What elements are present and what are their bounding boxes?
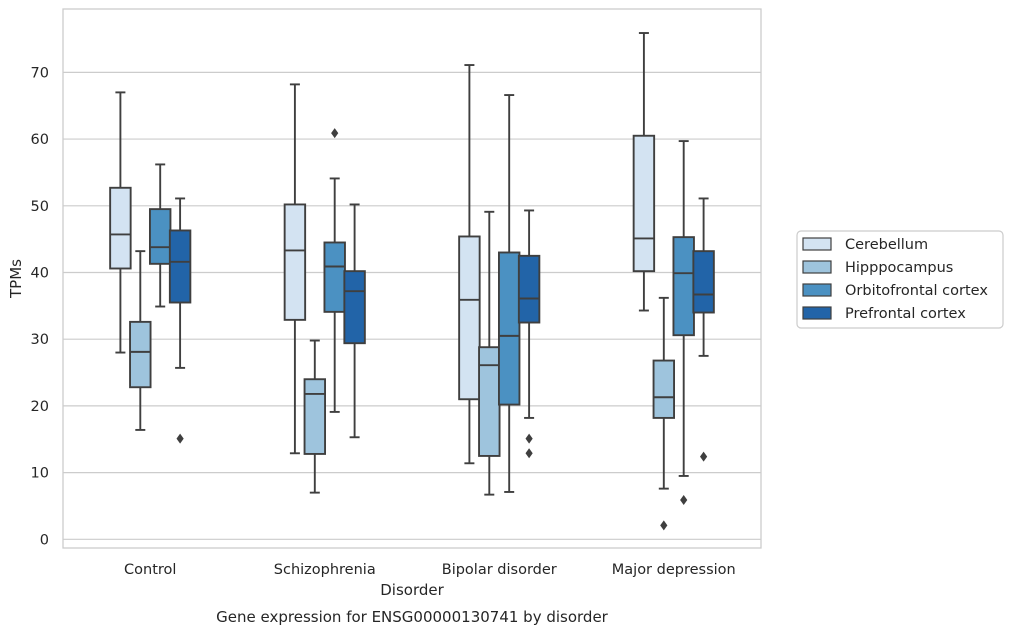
- legend-label: Orbitofrontal cortex: [845, 283, 988, 299]
- box-iqr: [517, 254, 541, 324]
- box-iqr: [129, 320, 152, 389]
- box-orbitofrontal-cortex: [672, 140, 695, 505]
- box-hipppocampus: [129, 250, 152, 431]
- legend-label: Prefrontal cortex: [845, 306, 966, 322]
- x-tick-labels: Control Schizophrenia Bipolar disorder Majo…: [124, 562, 736, 578]
- box-orbitofrontal-cortex: [148, 163, 172, 308]
- chart-caption: Gene expression for ENSG00000130741 by d…: [216, 608, 609, 626]
- box-cerebellum: [283, 83, 307, 455]
- legend: Cerebellum Hipppocampus Orbitofrontal cort…: [796, 230, 1004, 329]
- y-tick-label: 40: [31, 265, 49, 281]
- box-prefrontal-cortex: [168, 197, 192, 444]
- x-axis-label: Disorder: [380, 581, 444, 599]
- y-tick-label: 60: [31, 132, 49, 148]
- x-tick-label: Schizophrenia: [274, 562, 376, 578]
- box-prefrontal-cortex: [343, 203, 366, 439]
- box-iqr: [343, 270, 366, 345]
- x-tick-label: Bipolar disorder: [442, 562, 557, 578]
- box-cerebellum: [109, 91, 132, 354]
- legend-swatch: [802, 283, 832, 297]
- box-iqr: [168, 229, 192, 304]
- box-orbitofrontal-cortex: [323, 128, 346, 413]
- legend-swatch: [802, 237, 832, 251]
- box-cerebellum: [458, 64, 481, 465]
- y-tick-label: 30: [31, 332, 49, 348]
- x-tick-label: Major depression: [612, 562, 736, 578]
- outlier-point: [700, 451, 708, 462]
- legend-label: Hipppocampus: [845, 260, 953, 276]
- box-iqr: [692, 250, 715, 314]
- gridlines: [63, 71, 761, 540]
- y-tick-label: 10: [31, 466, 49, 482]
- box-prefrontal-cortex: [692, 197, 715, 462]
- box-cerebellum: [632, 32, 656, 312]
- box-prefrontal-cortex: [517, 209, 541, 459]
- box-iqr: [458, 235, 481, 401]
- plot-frame: [62, 8, 762, 549]
- box-iqr: [632, 134, 656, 273]
- box-hipppocampus: [652, 296, 675, 531]
- y-tick-label: 20: [31, 399, 49, 415]
- box-iqr: [478, 346, 501, 457]
- box-layer: [109, 32, 715, 531]
- legend-label: Cerebellum: [845, 237, 928, 253]
- box-iqr: [109, 186, 132, 270]
- outlier-point: [680, 494, 688, 505]
- outlier-point: [176, 433, 184, 444]
- box-iqr: [323, 241, 346, 313]
- y-tick-label: 70: [31, 65, 49, 81]
- box-iqr: [652, 359, 675, 419]
- y-tick-label: 0: [40, 532, 49, 548]
- box-orbitofrontal-cortex: [498, 94, 521, 493]
- outlier-point: [525, 448, 533, 459]
- legend-frame: [796, 230, 1004, 329]
- box-iqr: [148, 208, 172, 265]
- box-iqr: [672, 236, 695, 337]
- box-iqr: [498, 251, 521, 406]
- box-hipppocampus: [303, 339, 326, 494]
- outlier-point: [660, 520, 668, 531]
- box-hipppocampus: [478, 210, 501, 496]
- y-tick-labels: 0 10 20 30 40 50 60 70: [31, 65, 49, 548]
- outlier-point: [331, 128, 339, 139]
- legend-swatch: [802, 306, 832, 320]
- box-iqr: [303, 378, 326, 455]
- box-iqr: [283, 203, 307, 321]
- y-tick-label: 50: [31, 199, 49, 215]
- outlier-point: [525, 433, 533, 444]
- legend-swatch: [802, 260, 832, 274]
- x-tick-label: Control: [124, 562, 176, 578]
- y-axis-label: TPMs: [7, 259, 25, 299]
